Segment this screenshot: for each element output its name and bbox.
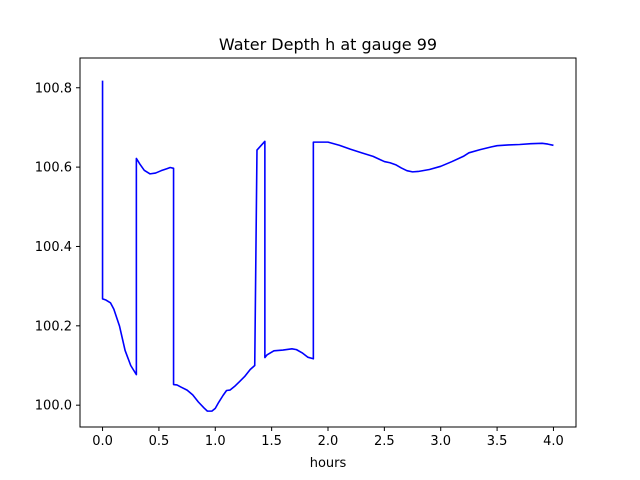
series-line-0 xyxy=(101,80,554,412)
x-tick-label: 2.5 xyxy=(374,434,395,449)
x-tick-label: 1.5 xyxy=(261,434,282,449)
axes-frame xyxy=(79,57,577,428)
x-tick-label: 0.5 xyxy=(149,434,170,449)
y-tick-label: 100.0 xyxy=(35,399,72,414)
x-tick-label: 4.0 xyxy=(543,434,564,449)
plot-area xyxy=(101,80,554,412)
x-tick-label: 3.5 xyxy=(487,434,508,449)
y-tick-label: 100.8 xyxy=(35,81,72,96)
x-tick-label: 3.0 xyxy=(430,434,451,449)
y-tick-label: 100.2 xyxy=(35,319,72,334)
y-axis: 100.0 100.2 100.4 100.6 100.8 xyxy=(35,81,80,414)
x-axis-label: hours xyxy=(310,456,347,471)
y-tick-label: 100.4 xyxy=(35,240,72,255)
x-tick-label: 0.0 xyxy=(92,434,113,449)
x-tick-label: 1.0 xyxy=(205,434,226,449)
x-axis: 0.0 0.5 1.0 1.5 2.0 2.5 3.0 3.5 4.0 xyxy=(92,427,564,449)
y-tick-label: 100.6 xyxy=(35,161,72,176)
chart-title: Water Depth h at gauge 99 xyxy=(219,35,437,54)
x-tick-label: 2.0 xyxy=(318,434,339,449)
